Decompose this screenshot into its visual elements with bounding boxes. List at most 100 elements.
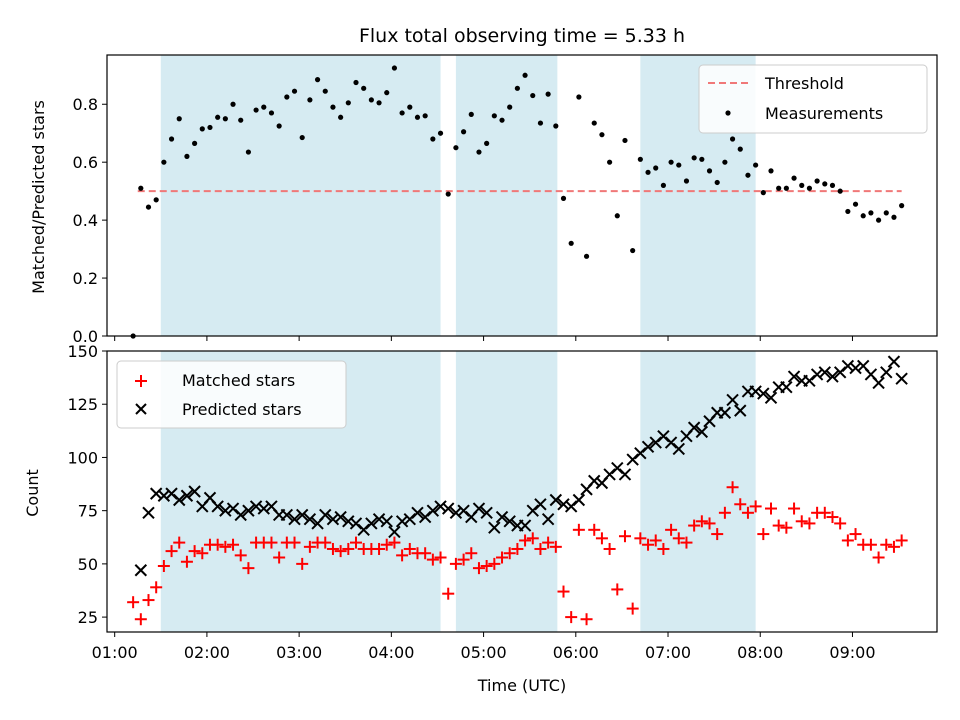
measurement-point xyxy=(499,117,505,123)
matched-star-point xyxy=(342,542,355,555)
cross-stroke-b xyxy=(426,504,440,517)
matched-star-point xyxy=(749,500,762,513)
cross-stroke-b xyxy=(618,468,632,481)
cross-stroke-b xyxy=(288,512,301,526)
measurement-point xyxy=(637,156,643,162)
cross-stroke-b xyxy=(257,502,270,515)
cross-stroke-b xyxy=(864,368,878,381)
predicted-star-point xyxy=(142,506,155,519)
predicted-star-point xyxy=(472,502,486,515)
measurement-point xyxy=(491,113,497,119)
measurement-point xyxy=(276,123,282,129)
matched-star-point xyxy=(803,517,816,530)
cross-stroke-b xyxy=(887,355,901,368)
legend-matched-swatch xyxy=(135,375,147,387)
top-legend: Threshold Measurements xyxy=(698,64,928,134)
cross-stroke-b xyxy=(857,359,870,373)
cross-stroke-b xyxy=(149,487,163,500)
cross-stroke-b xyxy=(457,504,470,517)
bottom-y-tick-label: 50 xyxy=(78,555,98,574)
x-tick-label: 08:00 xyxy=(737,643,783,662)
measurement-point xyxy=(745,172,751,178)
measurement-point xyxy=(860,213,866,219)
matched-star-point xyxy=(887,540,900,553)
matched-star-point xyxy=(449,557,462,570)
cross-stroke-b xyxy=(449,506,463,519)
measurement-point xyxy=(806,185,813,191)
measurement-point xyxy=(545,91,551,97)
predicted-star-point xyxy=(541,512,555,526)
predicted-star-point xyxy=(572,493,586,507)
measurement-point xyxy=(507,104,513,110)
predicted-star-point xyxy=(372,512,386,526)
matched-star-point xyxy=(273,551,286,564)
cross-stroke-b xyxy=(764,391,778,405)
legend-matched-label: Matched stars xyxy=(182,371,295,390)
measurement-point xyxy=(514,85,520,91)
cross-stroke-b xyxy=(165,487,178,500)
cross-stroke-b xyxy=(657,429,670,443)
matched-star-point xyxy=(472,562,485,575)
measurement-point xyxy=(768,168,774,174)
x-tick-label: 02:00 xyxy=(184,643,230,662)
legend-measurements-label: Measurements xyxy=(765,104,883,123)
measurement-point xyxy=(614,213,620,219)
matched-star-point xyxy=(242,562,255,575)
cross-stroke-b xyxy=(434,500,447,513)
cross-stroke-b xyxy=(319,508,332,522)
predicted-star-point xyxy=(188,485,201,498)
measurement-point xyxy=(261,104,267,110)
predicted-star-point xyxy=(841,359,855,373)
matched-star-point xyxy=(426,553,439,566)
matched-star-point xyxy=(765,502,777,515)
measurement-point xyxy=(899,203,905,209)
measurement-point xyxy=(645,169,651,175)
top-observing-window xyxy=(455,55,558,336)
measurement-point xyxy=(737,146,743,152)
cross-stroke-b xyxy=(557,498,570,511)
measurement-point xyxy=(230,101,236,107)
measurement-point xyxy=(215,114,221,120)
legend-predicted-swatch xyxy=(135,403,147,415)
matched-star-point xyxy=(265,536,278,549)
cross-stroke-b xyxy=(518,519,532,532)
matched-star-point xyxy=(580,613,593,626)
predicted-star-point xyxy=(518,519,532,532)
measurement-point xyxy=(407,104,413,110)
measurement-point xyxy=(568,240,574,246)
cross-stroke-b xyxy=(726,393,739,407)
predicted-star-point xyxy=(326,512,340,526)
matched-star-point xyxy=(611,583,624,596)
top-legend-box xyxy=(698,64,928,134)
measurement-point xyxy=(630,247,636,254)
bottom-legend-box xyxy=(116,360,347,429)
measurement-point xyxy=(837,188,843,194)
predicted-star-point xyxy=(434,500,447,513)
top-y-tick-label: 0.8 xyxy=(73,95,98,114)
matched-star-point xyxy=(695,515,708,528)
x-axis-label: Time (UTC) xyxy=(477,676,566,695)
cross-stroke-b xyxy=(749,385,762,398)
cross-stroke-b xyxy=(134,564,148,577)
matched-star-point xyxy=(880,538,893,551)
matched-star-point xyxy=(595,532,608,545)
cross-stroke-b xyxy=(188,485,201,498)
measurement-point xyxy=(883,210,889,216)
matched-star-point xyxy=(795,515,808,528)
matched-star-point xyxy=(757,528,770,541)
predicted-star-point xyxy=(334,510,347,524)
predicted-star-point xyxy=(388,525,401,539)
cross-stroke-b xyxy=(234,508,247,522)
measurement-point xyxy=(222,116,228,122)
predicted-star-point xyxy=(249,500,263,513)
matched-star-point xyxy=(457,553,470,566)
measurement-point xyxy=(699,156,705,162)
measurement-point xyxy=(622,137,628,144)
matched-star-point xyxy=(234,549,247,562)
matched-star-point xyxy=(542,536,555,549)
measurement-point xyxy=(184,153,190,159)
cross-stroke-b xyxy=(334,510,347,524)
measurement-point xyxy=(553,123,559,129)
cross-stroke-b xyxy=(280,508,294,522)
measurement-point xyxy=(291,88,298,94)
